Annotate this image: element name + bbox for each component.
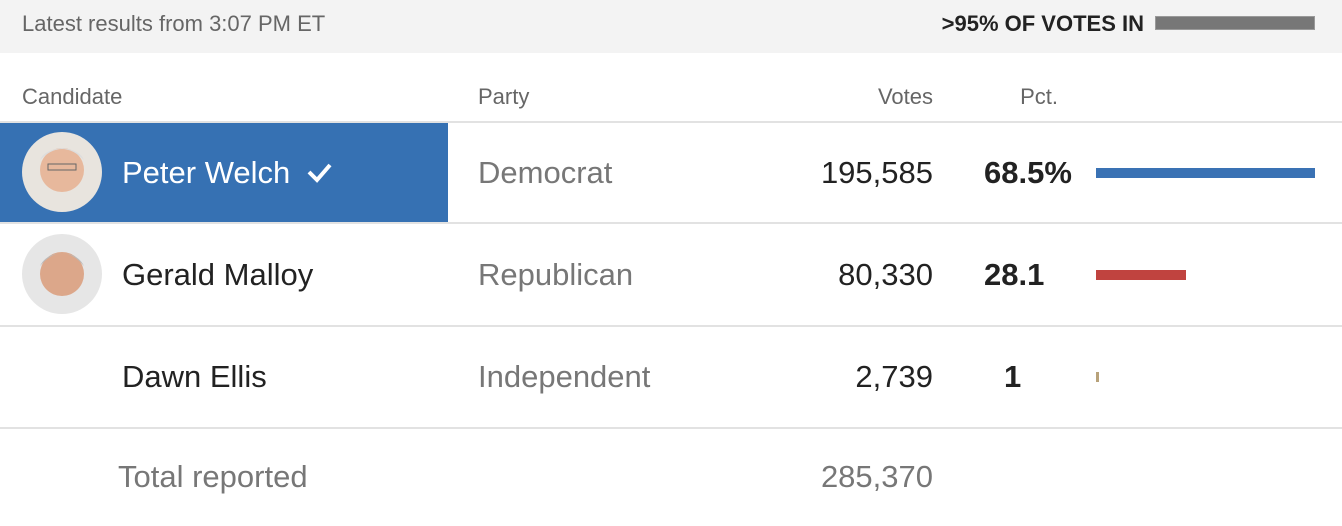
updated: Latest results from 3:07 PM ET (22, 11, 326, 36)
votes: 2,739 (855, 359, 933, 394)
total-votes: 285,370 (820, 459, 933, 494)
reporting-bar (1155, 16, 1315, 30)
avatar (22, 132, 102, 212)
pct: 28.1 (984, 257, 1045, 292)
pct-bar (1096, 270, 1186, 280)
candidate: Dawn Ellis (122, 359, 267, 394)
pct: 68.5% (984, 155, 1072, 190)
candidate: Gerald Malloy (122, 257, 314, 292)
divider (0, 121, 1342, 123)
avatar (22, 234, 102, 314)
reporting: >95% OF VOTES IN (941, 11, 1144, 36)
column-header: Pct. (1020, 84, 1058, 109)
total-label: Total reported (118, 459, 308, 494)
party: Independent (478, 359, 651, 394)
winner-check (307, 163, 332, 183)
divider (0, 222, 1342, 224)
pct: 1 (1004, 359, 1022, 394)
candidate: Peter Welch (122, 155, 291, 190)
votes: 80,330 (838, 257, 933, 292)
votes: 195,585 (820, 155, 933, 190)
column-header: Votes (877, 84, 933, 109)
column-header: Candidate (22, 84, 123, 109)
pct-bar (1096, 372, 1100, 382)
pct-bar (1096, 168, 1316, 178)
party: Democrat (478, 155, 613, 190)
party: Republican (478, 257, 634, 292)
header-band (0, 0, 1342, 53)
divider (0, 325, 1342, 327)
column-header: Party (478, 84, 530, 109)
divider (0, 427, 1342, 429)
